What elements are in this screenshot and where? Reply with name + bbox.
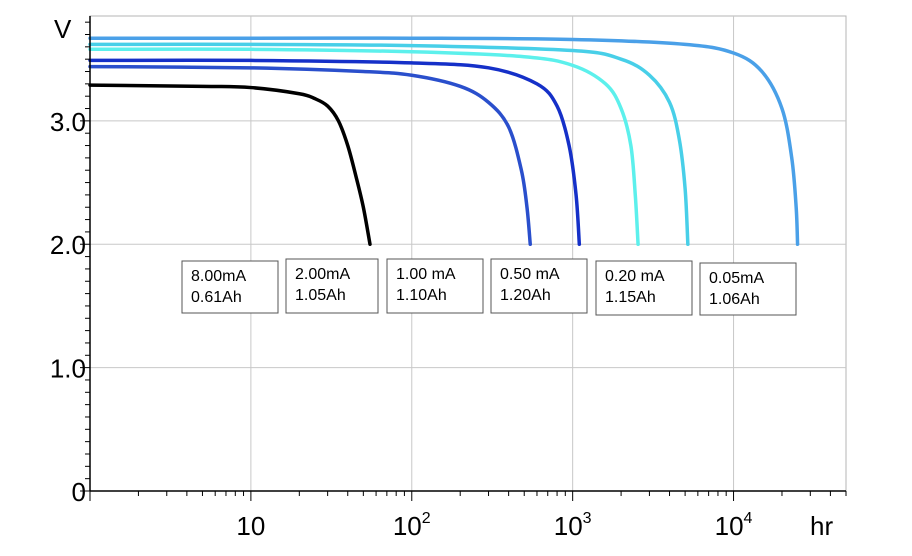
series-label-box-6 bbox=[699, 262, 797, 316]
series-label-text: 1.05Ah bbox=[295, 287, 346, 304]
series-label-text: 1.10Ah bbox=[396, 287, 447, 304]
series-layer bbox=[88, 36, 800, 246]
series-line-3 bbox=[88, 58, 582, 246]
series-label-text: 0.20 mA bbox=[605, 268, 665, 285]
series-label-text: 1.06Ah bbox=[709, 291, 760, 308]
axis-layer: 0 1.0 2.0 3.0 10 102 103 104 bbox=[50, 16, 847, 541]
series-line-2 bbox=[88, 64, 532, 246]
series-label-text: 0.50 mA bbox=[500, 266, 560, 283]
series-label-text: 8.00mA bbox=[191, 268, 246, 285]
series-line-1 bbox=[88, 83, 372, 246]
series-label-box-3 bbox=[386, 258, 484, 314]
y-tick-label: 3.0 bbox=[50, 107, 86, 137]
series-label-text: 0.05mA bbox=[709, 270, 764, 287]
y-tick-label: 1.0 bbox=[50, 354, 86, 384]
series-line-5 bbox=[88, 42, 690, 246]
series-line-4 bbox=[88, 47, 640, 246]
x-tick-label: 102 bbox=[393, 510, 431, 541]
series-label-text: 1.00 mA bbox=[396, 266, 456, 283]
series-label-text: 1.15Ah bbox=[605, 289, 656, 306]
labels-layer: 8.00mA 0.61Ah 2.00mA 1.05Ah 1.00 mA 1.10Ah 0.5… bbox=[181, 258, 797, 316]
series-label-box-5 bbox=[595, 260, 693, 316]
plot-area bbox=[89, 15, 847, 492]
y-tick-label: 2.0 bbox=[50, 230, 86, 260]
x-axis-unit: hr bbox=[810, 511, 833, 541]
series-label-box-4 bbox=[490, 258, 588, 314]
series-label-box-2 bbox=[285, 258, 379, 314]
grid-lines bbox=[90, 16, 846, 491]
series-label-text: 0.61Ah bbox=[191, 289, 242, 306]
series-line-6 bbox=[88, 36, 800, 246]
x-tick-label: 10 bbox=[236, 511, 265, 541]
x-tick-label: 104 bbox=[715, 510, 753, 541]
y-axis-unit: V bbox=[54, 14, 72, 44]
series-label-box-1 bbox=[181, 260, 279, 314]
x-tick-label: 103 bbox=[554, 510, 592, 541]
y-tick-label: 0 bbox=[72, 477, 86, 507]
series-label-text: 2.00mA bbox=[295, 266, 350, 283]
series-label-text: 1.20Ah bbox=[500, 287, 551, 304]
